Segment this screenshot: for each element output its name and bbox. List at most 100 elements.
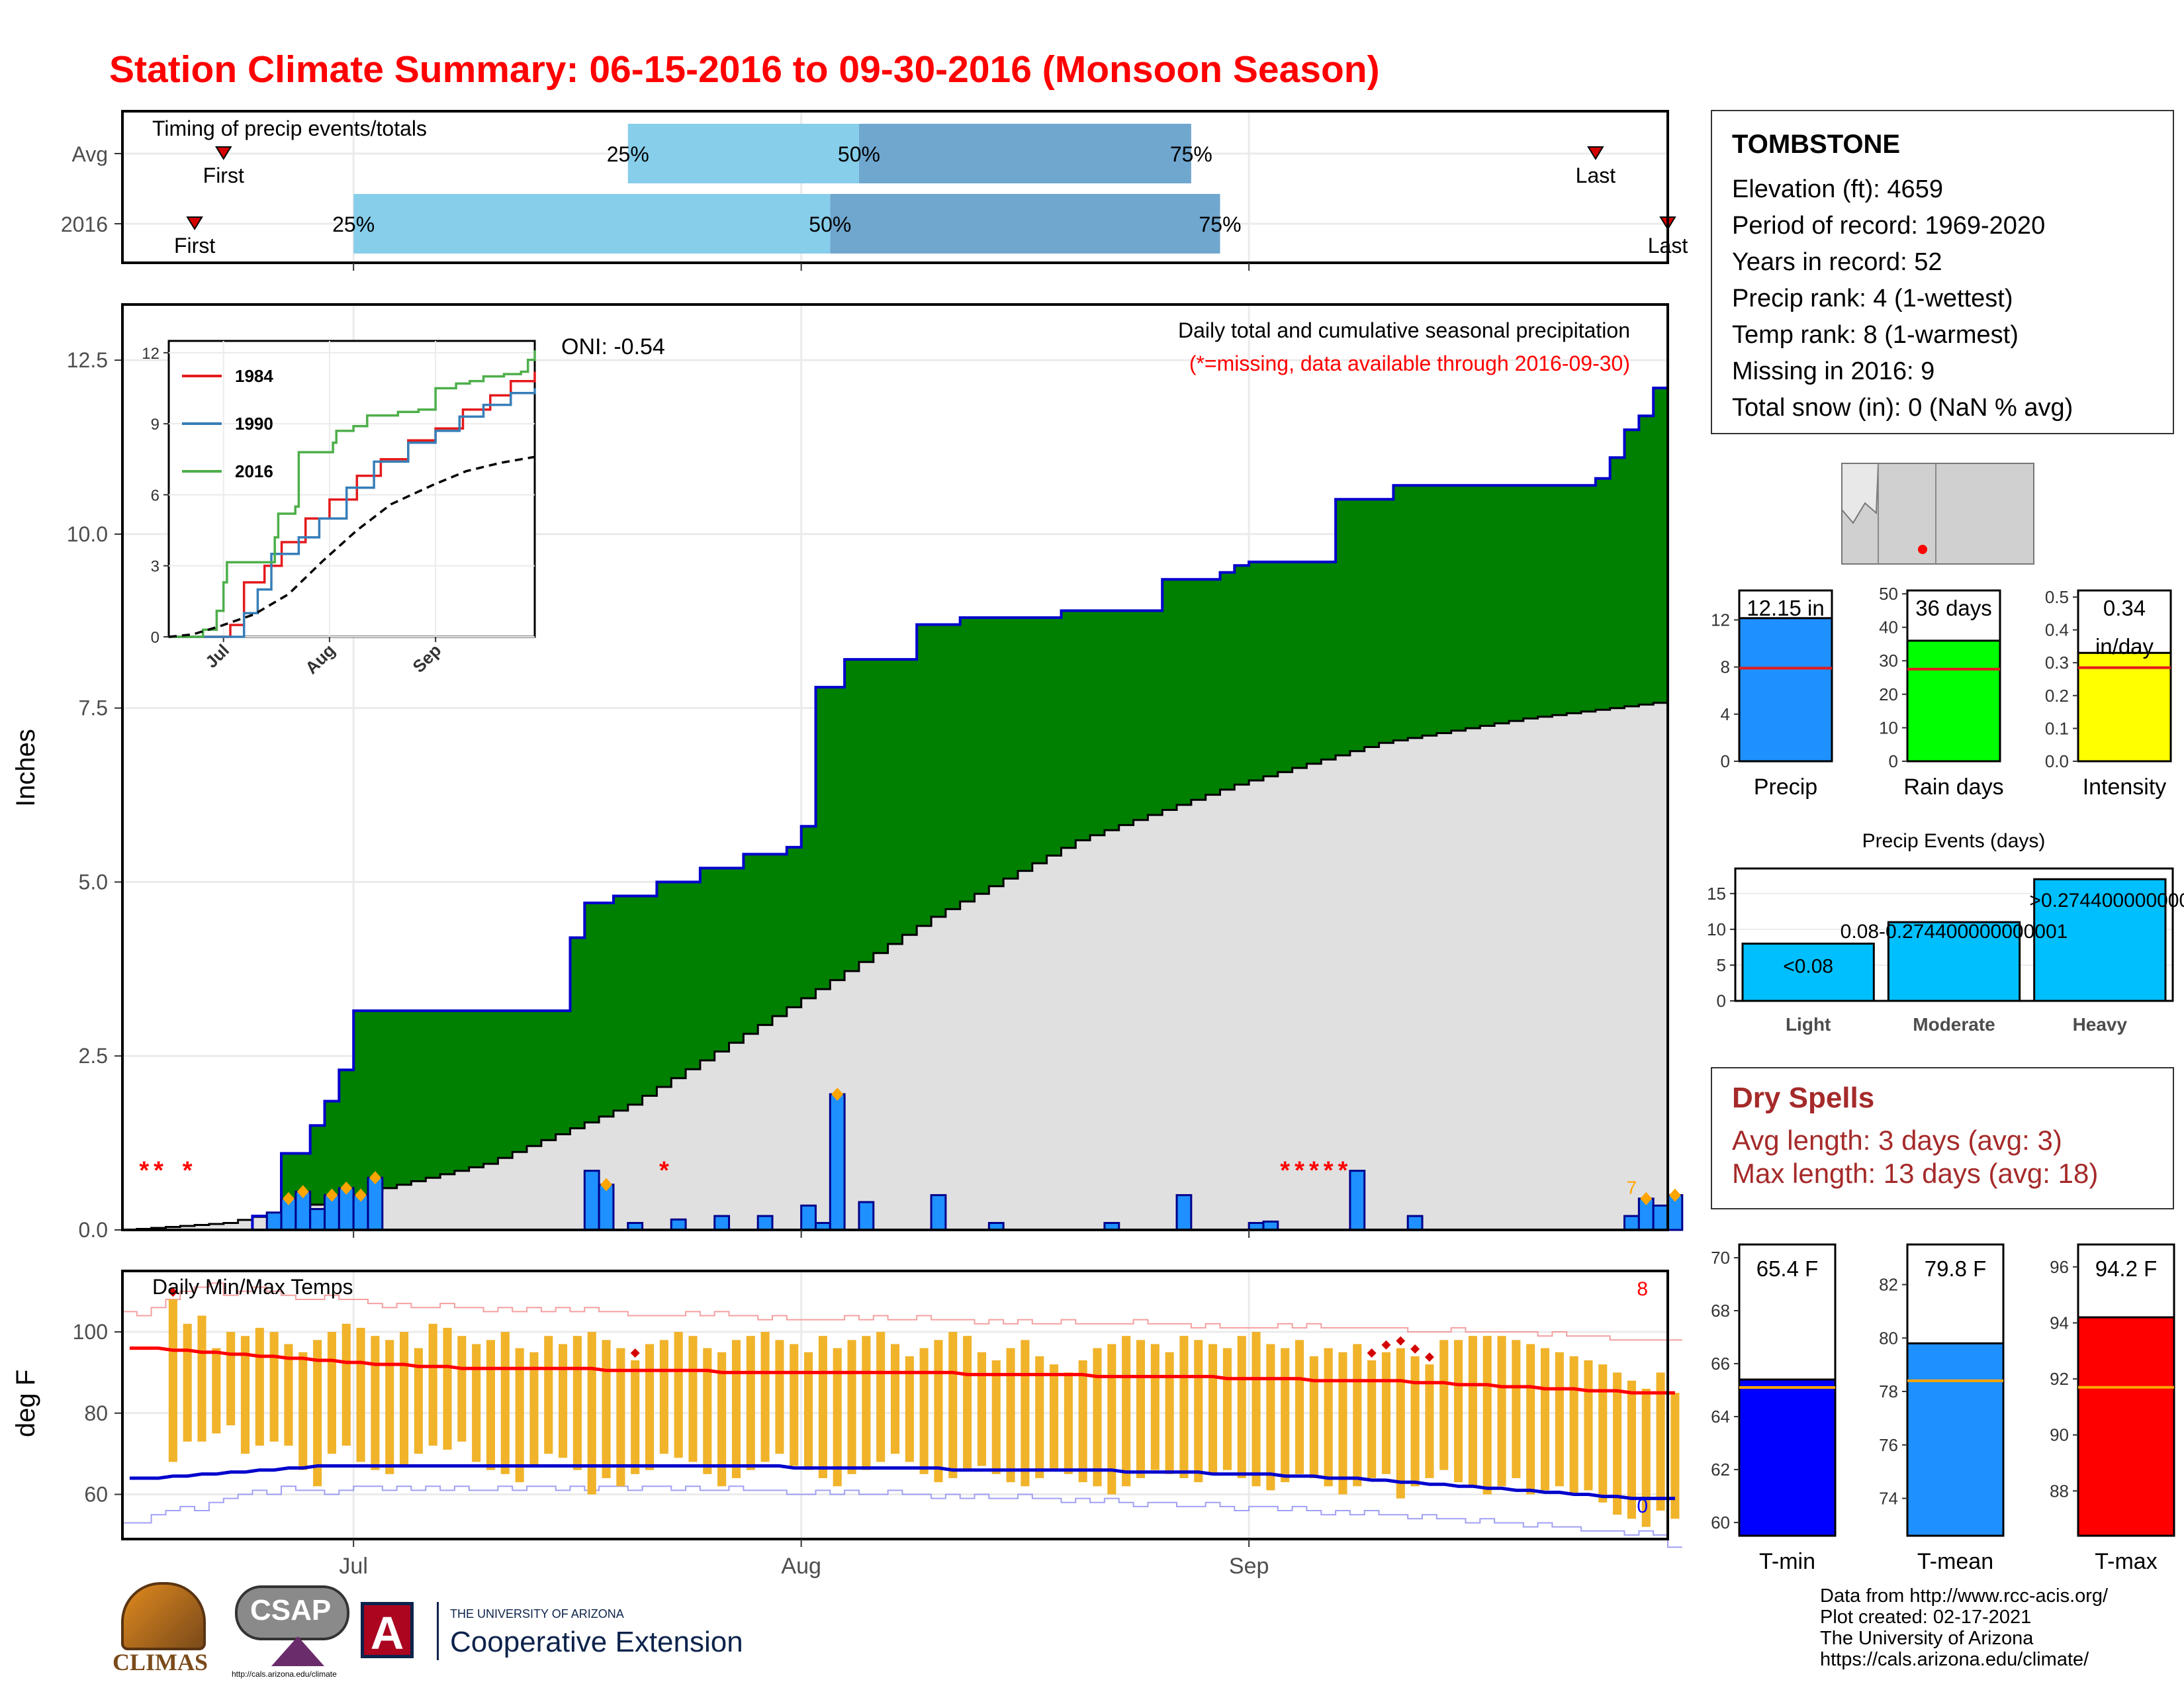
daily-temp-range-bar — [1410, 1356, 1420, 1487]
daily-record-marker — [282, 1192, 295, 1205]
temp-summary-ytick-label: 96 — [2050, 1257, 2069, 1277]
daily-temp-range-bar — [255, 1327, 264, 1446]
precip-note-missing: (*=missing, data available through 2016-… — [1189, 352, 1630, 375]
daily-record-marker — [296, 1185, 309, 1199]
temp-summary-ytick-label: 62 — [1711, 1460, 1730, 1479]
daily-temp-range-bar — [790, 1344, 799, 1466]
daily-temp-range-bar — [1381, 1352, 1391, 1474]
timing-p25-label: 25% — [332, 212, 375, 236]
summary-bar-ytick-label: 0.0 — [2045, 751, 2069, 771]
precip-panel-frame — [121, 303, 1669, 1231]
inset-series-avg — [168, 455, 535, 638]
precip-events-ytick-label: 15 — [1707, 884, 1726, 904]
daily-temp-range-bar — [197, 1315, 206, 1442]
timing-p50-label: 50% — [838, 142, 880, 166]
ua-extension-logo: A THE UNIVERSITY OF ARIZONA Cooperative … — [361, 1602, 745, 1668]
average-max-line — [129, 1346, 1675, 1395]
dry-spells-max: Max length: 13 days (avg: 18) — [1732, 1158, 2099, 1189]
summary-bar — [1906, 639, 2001, 763]
dry-spells-avg: Avg length: 3 days (avg: 3) — [1732, 1125, 2062, 1156]
inset-ytick-label: 9 — [151, 416, 159, 434]
temp-summary-value-label: 94.2 F — [2095, 1256, 2158, 1281]
csap-logo-text: CSAP — [250, 1594, 332, 1626]
inset-ytick-label: 12 — [142, 345, 159, 363]
precip-event-bar — [2033, 878, 2167, 1002]
summary-bar-value-unit: in/day — [2095, 634, 2154, 659]
daily-temp-range-bar — [1569, 1356, 1578, 1495]
timing-panel-frame — [121, 110, 1669, 264]
temp-summary-ytick-label: 66 — [1711, 1354, 1730, 1374]
station-name: TOMBSTONE — [1732, 130, 1901, 159]
missing-data-marker: * — [1280, 1157, 1290, 1185]
timing-row-label: 2016 — [61, 212, 108, 236]
summary-bar-ytick-label: 4 — [1721, 704, 1730, 724]
daily-temp-range-bar — [862, 1336, 871, 1470]
record-high-marker — [1424, 1352, 1434, 1362]
daily-temp-range-bar — [991, 1360, 1001, 1474]
daily-record-marker — [326, 1188, 338, 1202]
precip-event-label-light: <0.08 — [1783, 956, 1833, 978]
precip-events-title: Precip Events (days) — [1862, 830, 2046, 852]
daily-temp-range-bar — [399, 1332, 409, 1466]
info-temp-rank: Temp rank: 8 (1-warmest) — [1732, 321, 2019, 349]
daily-temp-range-bar — [746, 1336, 755, 1470]
missing-data-marker: * — [1295, 1157, 1304, 1185]
daily-temp-range-bar — [472, 1344, 481, 1462]
daily-temp-range-bar — [1237, 1336, 1246, 1478]
precip-event-label-heavy: >0.274400000000001 — [2029, 890, 2184, 912]
daily-precip-bar — [598, 1184, 615, 1231]
summary-bar-value-label: 0.34 — [2103, 596, 2146, 620]
precip-ytick-label: 0.0 — [79, 1218, 108, 1242]
record-min-line — [122, 1485, 1682, 1548]
timing-p50-label: 50% — [809, 212, 851, 236]
daily-temp-range-bar — [1396, 1348, 1405, 1499]
daily-temp-range-bar — [833, 1348, 842, 1487]
daily-temp-range-bar — [1179, 1336, 1189, 1478]
date-axis-label: Jul — [339, 1554, 367, 1579]
daily-temp-range-bar — [1295, 1340, 1304, 1474]
timing-p25-label: 25% — [607, 142, 649, 166]
daily-temp-range-bar — [212, 1348, 221, 1434]
daily-temp-range-bar — [414, 1348, 423, 1454]
csap-mountain-icon — [271, 1636, 324, 1666]
daily-precip-bar — [265, 1211, 283, 1231]
daily-temp-range-bar — [703, 1348, 712, 1474]
daily-temp-range-bar — [1656, 1372, 1665, 1511]
daily-temp-range-bar — [1598, 1364, 1608, 1503]
temp-summary-ytick-label: 80 — [1879, 1328, 1898, 1348]
daily-record-marker — [340, 1181, 353, 1195]
daily-temp-range-bar — [1165, 1352, 1174, 1474]
temp-summary-ytick-label: 88 — [2050, 1481, 2069, 1501]
missing-data-marker: * — [659, 1157, 669, 1185]
temp-summary-bar — [2077, 1316, 2175, 1537]
csap-logo-url: http://cals.arizona.edu/climate — [232, 1669, 337, 1679]
daily-precip-bar — [670, 1218, 687, 1231]
daily-temp-range-bar — [1266, 1344, 1275, 1491]
daily-record-marker — [831, 1088, 844, 1102]
daily-temp-range-bar — [1222, 1348, 1232, 1470]
daily-record-marker — [369, 1171, 381, 1185]
summary-bar-ytick-label: 8 — [1721, 657, 1730, 677]
summary-bar-ytick-label: 10 — [1879, 718, 1898, 737]
station-location-marker — [1918, 545, 1927, 554]
daily-temp-range-bar — [515, 1348, 524, 1483]
timing-bar-25-50 — [627, 124, 859, 183]
daily-temp-range-bar — [919, 1348, 929, 1474]
daily-temp-range-bar — [572, 1336, 582, 1470]
precip-events-ytick-label: 0 — [1717, 991, 1726, 1011]
daily-temp-range-bar — [168, 1299, 177, 1462]
daily-temp-range-bar — [934, 1340, 943, 1483]
daily-temp-range-bar — [226, 1332, 236, 1426]
daily-temp-range-bar — [544, 1336, 553, 1454]
record-low-count: 0 — [1637, 1495, 1648, 1517]
daily-temp-range-bar — [674, 1332, 683, 1458]
daily-temp-range-bar — [443, 1327, 452, 1450]
average-min-line — [129, 1464, 1675, 1501]
daily-temp-range-bar — [356, 1327, 365, 1462]
info-precip-rank: Precip rank: 4 (1-wettest) — [1732, 285, 2013, 312]
precip-ytick-label: 7.5 — [79, 696, 108, 720]
record-high-marker — [1381, 1340, 1391, 1350]
csap-cloud-icon — [235, 1585, 349, 1640]
daily-precip-bar — [367, 1176, 384, 1231]
precip-events-ytick-label: 10 — [1707, 919, 1726, 939]
